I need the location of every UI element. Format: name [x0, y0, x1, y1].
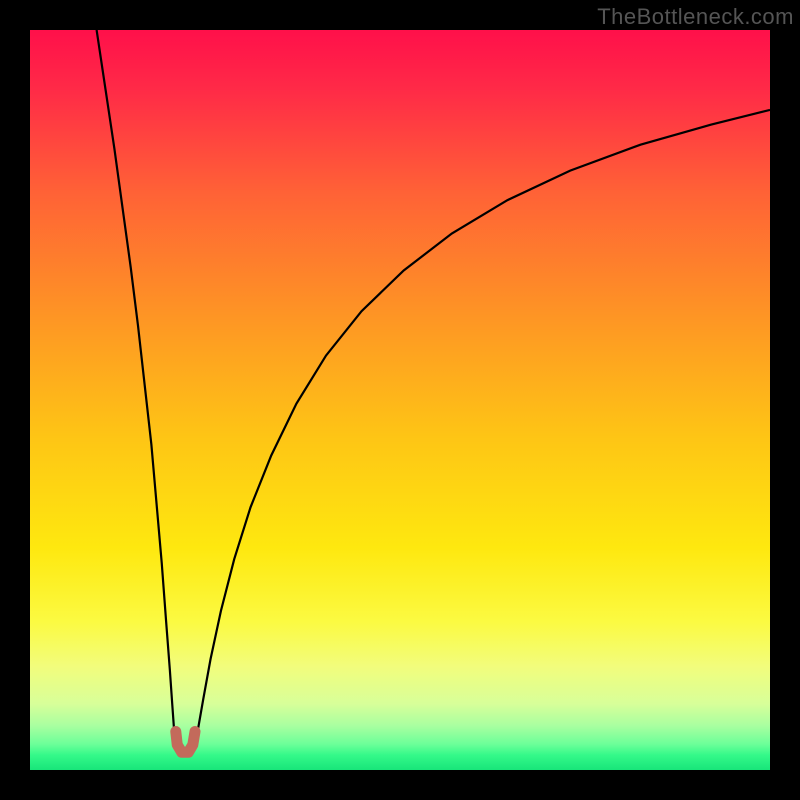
- curves-layer: [30, 30, 770, 770]
- frame-border-right: [770, 0, 800, 800]
- frame-border-bottom: [0, 770, 800, 800]
- watermark-text: TheBottleneck.com: [597, 4, 794, 30]
- frame-border-left: [0, 0, 30, 800]
- curve-left: [97, 30, 176, 746]
- minimum-marker: [176, 732, 195, 753]
- plot-area: [30, 30, 770, 770]
- curve-right: [195, 110, 770, 746]
- chart-frame: TheBottleneck.com: [0, 0, 800, 800]
